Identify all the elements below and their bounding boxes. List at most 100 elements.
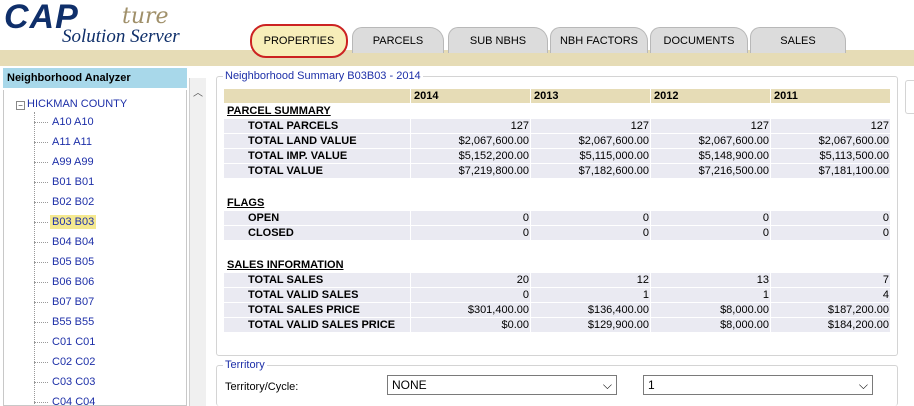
cell-value: $5,148,900.00 bbox=[651, 149, 770, 163]
table-row: TOTAL PARCELS 127 127 127 127 bbox=[224, 119, 890, 133]
tree-node[interactable]: A99 A99 bbox=[34, 156, 96, 172]
summary-legend: Neighborhood Summary B03B03 - 2014 bbox=[223, 70, 423, 82]
cell-value: 0 bbox=[411, 211, 530, 225]
spacer-row bbox=[224, 179, 890, 195]
table-row: TOTAL SALES PRICE $301,400.00 $136,400.0… bbox=[224, 303, 890, 317]
territory-select-value: NONE bbox=[392, 378, 427, 392]
app-header: CAP ture Solution Server PROPERTIES PARC… bbox=[0, 0, 914, 66]
tree-root-label[interactable]: HICKMAN COUNTY bbox=[27, 98, 128, 110]
logo-cap: CAP bbox=[4, 0, 79, 36]
cell-value: 127 bbox=[531, 119, 650, 133]
header-blank bbox=[224, 89, 410, 103]
section-title: FLAGS bbox=[227, 197, 265, 209]
table-row: CLOSED 0 0 0 0 bbox=[224, 226, 890, 240]
tree-node[interactable]: B01 B01 bbox=[34, 176, 96, 192]
tree-node-selected[interactable]: B03 B03 bbox=[34, 215, 97, 232]
scroll-up-icon[interactable]: ︿ bbox=[193, 88, 203, 99]
panel-title: Neighborhood Analyzer bbox=[3, 68, 187, 88]
neighborhood-analyzer-panel: Neighborhood Analyzer ︿ − HICKMAN COUNTY … bbox=[3, 66, 206, 406]
row-label: TOTAL SALES PRICE bbox=[224, 303, 410, 317]
tree-root[interactable]: − HICKMAN COUNTY bbox=[16, 98, 127, 110]
territory-fieldset: Territory Territory/Cycle: NONE ⌵ 1 ⌵ bbox=[216, 359, 898, 406]
cell-value: $0.00 bbox=[411, 318, 530, 332]
cell-value: $7,216,500.00 bbox=[651, 164, 770, 178]
tree-node[interactable]: A10 A10 bbox=[34, 116, 96, 132]
spacer-row bbox=[224, 241, 890, 257]
cell-value: 0 bbox=[771, 226, 890, 240]
cell-value: $5,115,000.00 bbox=[531, 149, 650, 163]
cell-value: 0 bbox=[411, 288, 530, 302]
cell-value: 7 bbox=[771, 273, 890, 287]
cell-value: $7,219,800.00 bbox=[411, 164, 530, 178]
tree-node[interactable]: C04 C04 bbox=[34, 396, 97, 405]
tree-node[interactable]: C02 C02 bbox=[34, 356, 97, 372]
cell-value: 0 bbox=[531, 211, 650, 225]
cell-value: $2,067,600.00 bbox=[531, 134, 650, 148]
cell-value: $2,067,600.00 bbox=[411, 134, 530, 148]
tree-node[interactable]: C03 C03 bbox=[34, 376, 97, 392]
year-header: 2012 bbox=[651, 89, 770, 103]
table-row: TOTAL SALES 20 12 13 7 bbox=[224, 273, 890, 287]
right-panel-edge bbox=[905, 80, 914, 114]
logo-subtitle: Solution Server bbox=[62, 26, 180, 47]
table-row: TOTAL VALID SALES 0 1 1 4 bbox=[224, 288, 890, 302]
tab-parcels[interactable]: PARCELS bbox=[352, 27, 444, 53]
tab-bar bbox=[0, 50, 914, 66]
cycle-select-value: 1 bbox=[648, 378, 655, 392]
table-row: OPEN 0 0 0 0 bbox=[224, 211, 890, 225]
cell-value: $184,200.00 bbox=[771, 318, 890, 332]
tree-node[interactable]: A11 A11 bbox=[34, 136, 94, 152]
tree-node[interactable]: B04 B04 bbox=[34, 236, 96, 252]
tree-node[interactable]: B55 B55 bbox=[34, 316, 96, 332]
year-header-row: 2014 2013 2012 2011 bbox=[224, 89, 890, 103]
tree-node[interactable]: B05 B05 bbox=[34, 256, 96, 272]
table-row: TOTAL VALID SALES PRICE $0.00 $129,900.0… bbox=[224, 318, 890, 332]
row-label: TOTAL VALID SALES PRICE bbox=[224, 318, 410, 332]
chevron-down-icon: ⌵ bbox=[858, 378, 868, 392]
cell-value: 20 bbox=[411, 273, 530, 287]
tree-node[interactable]: C01 C01 bbox=[34, 336, 97, 352]
row-label: CLOSED bbox=[224, 226, 410, 240]
tree-node[interactable]: B06 B06 bbox=[34, 276, 96, 292]
collapse-icon[interactable]: − bbox=[16, 101, 25, 110]
tree-node[interactable]: B07 B07 bbox=[34, 296, 96, 312]
tab-properties[interactable]: PROPERTIES bbox=[250, 24, 348, 58]
neighborhood-tree: − HICKMAN COUNTY A10 A10 A11 A11 A99 A99 … bbox=[3, 90, 187, 406]
captture-logo: CAP ture Solution Server bbox=[4, 0, 244, 47]
row-label: TOTAL VALUE bbox=[224, 164, 410, 178]
territory-select[interactable]: NONE ⌵ bbox=[387, 375, 617, 395]
cell-value: 127 bbox=[771, 119, 890, 133]
cell-value: $5,152,200.00 bbox=[411, 149, 530, 163]
cycle-select[interactable]: 1 ⌵ bbox=[643, 375, 873, 395]
year-header: 2011 bbox=[771, 89, 890, 103]
logo-ture: ture bbox=[122, 4, 169, 29]
main-content: Neighborhood Summary B03B03 - 2014 2014 … bbox=[216, 70, 898, 406]
cell-value: 4 bbox=[771, 288, 890, 302]
territory-legend: Territory bbox=[223, 359, 267, 371]
section-title: SALES INFORMATION bbox=[227, 259, 344, 271]
section-title: PARCEL SUMMARY bbox=[227, 105, 331, 117]
summary-table: 2014 2013 2012 2011 PARCEL SUMMARY TOTAL… bbox=[223, 88, 891, 333]
territory-cycle-label: Territory/Cycle: bbox=[225, 381, 299, 393]
cell-value: $2,067,600.00 bbox=[651, 134, 770, 148]
tab-nbh-factors[interactable]: NBH FACTORS bbox=[550, 27, 648, 53]
tab-sub-nbhs[interactable]: SUB NBHS bbox=[448, 27, 548, 53]
table-row: TOTAL VALUE $7,219,800.00 $7,182,600.00 … bbox=[224, 164, 890, 178]
cell-value: $129,900.00 bbox=[531, 318, 650, 332]
row-label: TOTAL PARCELS bbox=[224, 119, 410, 133]
cell-value: $301,400.00 bbox=[411, 303, 530, 317]
cell-value: 0 bbox=[771, 211, 890, 225]
tree-scrollbar[interactable]: ︿ bbox=[189, 78, 206, 406]
cell-value: $136,400.00 bbox=[531, 303, 650, 317]
year-header: 2014 bbox=[411, 89, 530, 103]
cell-value: $5,113,500.00 bbox=[771, 149, 890, 163]
row-label: TOTAL SALES bbox=[224, 273, 410, 287]
cell-value: $8,000.00 bbox=[651, 303, 770, 317]
tab-sales[interactable]: SALES bbox=[750, 27, 846, 53]
summary-fieldset: Neighborhood Summary B03B03 - 2014 2014 … bbox=[216, 70, 898, 356]
cell-value: 127 bbox=[411, 119, 530, 133]
table-row: TOTAL LAND VALUE $2,067,600.00 $2,067,60… bbox=[224, 134, 890, 148]
tree-node[interactable]: B02 B02 bbox=[34, 196, 96, 212]
cell-value: $187,200.00 bbox=[771, 303, 890, 317]
tab-documents[interactable]: DOCUMENTS bbox=[650, 27, 748, 53]
